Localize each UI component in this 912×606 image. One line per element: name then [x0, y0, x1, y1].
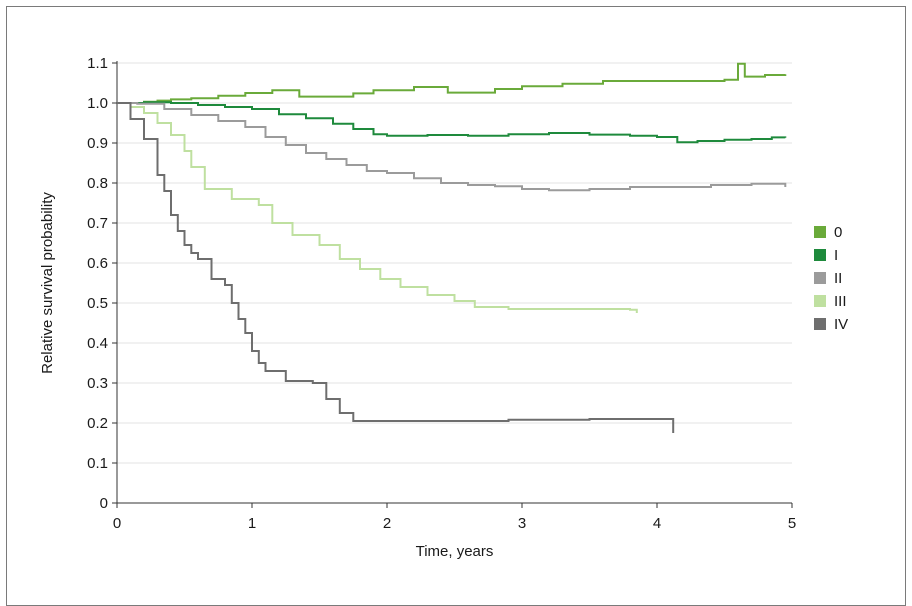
legend-label: III: [834, 293, 847, 310]
x-tick-label: 2: [383, 515, 391, 532]
series-line-2: [117, 101, 787, 144]
y-tick-label: 0.9: [87, 135, 108, 152]
y-ticks: 0 0.1 0.2 0.3 0.4 0.5 0.6 0.7 0.8 0.9 1.0 1.1: [87, 55, 117, 512]
series-line-5: [117, 102, 675, 433]
x-tick-label: 4: [653, 515, 661, 532]
series-layer: [117, 62, 787, 433]
y-tick-label: 0.1: [87, 455, 108, 472]
y-tick-label: 0.4: [87, 335, 108, 352]
x-tick-label: 3: [518, 515, 526, 532]
y-tick-label: 0.8: [87, 175, 108, 192]
legend-label: 0: [834, 224, 842, 241]
x-axis-title: Time, years: [416, 543, 494, 560]
x-tick-label: 0: [113, 515, 121, 532]
y-tick-label: 0.7: [87, 215, 108, 232]
legend-label: II: [834, 270, 842, 287]
y-tick-label: 0.2: [87, 415, 108, 432]
y-axis-title: Relative survival probability: [39, 192, 56, 374]
legend-swatch: [814, 272, 826, 284]
legend-swatch: [814, 226, 826, 238]
legend-swatch: [814, 295, 826, 307]
y-tick-label: 1.1: [87, 55, 108, 72]
legend-label: IV: [834, 316, 848, 333]
x-tick-label: 5: [788, 515, 796, 532]
y-tick-label: 1.0: [87, 95, 108, 112]
y-tick-label: 0.3: [87, 375, 108, 392]
y-tick-label: 0.6: [87, 255, 108, 272]
x-tick-label: 1: [248, 515, 256, 532]
axes: [116, 61, 792, 504]
legend-label: I: [834, 247, 838, 264]
legend-swatch: [814, 249, 826, 261]
series-line-3: [117, 102, 787, 192]
y-tick-label: 0.5: [87, 295, 108, 312]
x-ticks: 0 1 2 3 4 5: [113, 503, 796, 532]
gridlines: [117, 62, 792, 464]
legend-swatch: [814, 318, 826, 330]
series-line-4: [117, 102, 638, 313]
series-line-1: [117, 62, 787, 104]
y-tick-label: 0: [100, 495, 108, 512]
